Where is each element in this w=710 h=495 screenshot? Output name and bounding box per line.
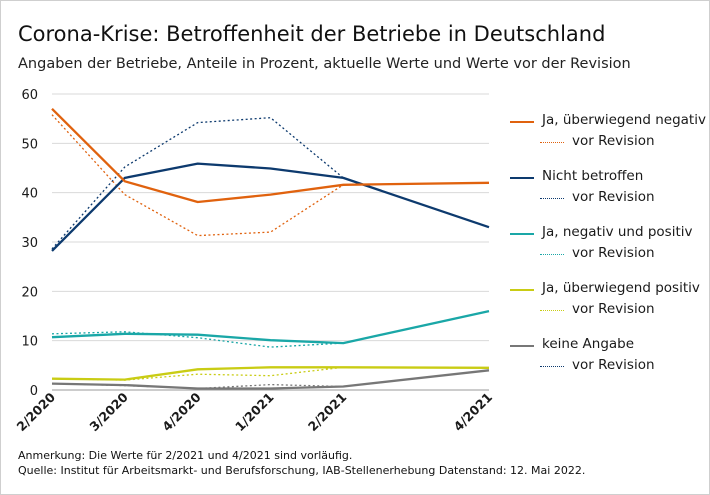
revision-lines xyxy=(51,114,344,390)
legend-revision-swatch xyxy=(540,142,564,143)
y-tick-labels: 0 10 20 30 40 50 60 xyxy=(21,88,38,399)
legend-item: keine Angabe vor Revision xyxy=(510,336,705,392)
y-tick-label: 30 xyxy=(21,236,38,251)
legend-item: Ja, negativ und positiv vor Revision xyxy=(510,224,705,280)
legend-revision-label: vor Revision xyxy=(572,245,655,261)
series-line xyxy=(51,309,490,345)
series-lines xyxy=(51,107,490,390)
chart-title: Corona-Krise: Betroffenheit der Betriebe… xyxy=(18,22,606,46)
legend-label: Ja, negativ und positiv xyxy=(542,224,693,240)
legend-revision-label: vor Revision xyxy=(572,133,655,149)
y-tick-label: 20 xyxy=(21,285,38,300)
x-tick-label: 4/2021 xyxy=(451,390,496,435)
legend-label: Ja, überwiegend negativ xyxy=(542,112,706,128)
legend-item: Ja, überwiegend negativ vor Revision xyxy=(510,112,706,168)
legend-swatch xyxy=(510,289,534,291)
legend-revision-label: vor Revision xyxy=(572,189,655,205)
legend-swatch xyxy=(510,121,534,123)
legend-swatch xyxy=(510,233,534,235)
revision-line xyxy=(51,114,344,237)
footnote-remark: Anmerkung: Die Werte für 2/2021 und 4/20… xyxy=(18,449,353,462)
legend-revision-label: vor Revision xyxy=(572,301,655,317)
legend: Ja, überwiegend negativ vor Revision Nicht… xyxy=(510,112,706,392)
series-line xyxy=(51,107,490,204)
chart-subtitle: Angaben der Betriebe, Anteile in Prozent… xyxy=(18,56,631,72)
x-tick-labels: 2/2020 3/2020 4/2020 1/2021 2/2021 4/2021 xyxy=(14,389,496,434)
revision-line xyxy=(51,117,344,250)
gridlines xyxy=(52,93,489,342)
x-tick-label: 2/2021 xyxy=(305,390,350,435)
legend-label: keine Angabe xyxy=(542,336,635,352)
legend-revision-swatch xyxy=(540,254,564,255)
legend-label: Ja, überwiegend positiv xyxy=(542,280,700,296)
y-tick-label: 40 xyxy=(21,187,38,202)
x-tick-label: 1/2021 xyxy=(232,390,277,435)
series-line xyxy=(51,162,490,252)
x-tick-label: 3/2020 xyxy=(86,389,131,434)
series-line xyxy=(51,366,490,381)
y-tick-label: 0 xyxy=(30,384,38,399)
legend-swatch xyxy=(510,345,534,347)
legend-item: Nicht betroffen vor Revision xyxy=(510,168,705,224)
legend-revision-swatch xyxy=(540,198,564,199)
y-tick-label: 50 xyxy=(21,137,38,152)
legend-label: Nicht betroffen xyxy=(542,168,644,184)
revision-line xyxy=(51,331,344,348)
revision-line xyxy=(51,366,344,381)
legend-revision-label: vor Revision xyxy=(572,357,655,373)
y-tick-label: 10 xyxy=(21,335,38,350)
y-tick-label: 60 xyxy=(21,88,38,103)
legend-revision-swatch xyxy=(540,310,564,311)
footnote-source: Quelle: Institut für Arbeitsmarkt- und B… xyxy=(18,464,586,477)
x-tick-label: 4/2020 xyxy=(159,389,204,434)
legend-item: Ja, überwiegend positiv vor Revision xyxy=(510,280,705,336)
legend-swatch xyxy=(510,177,534,179)
legend-revision-swatch xyxy=(540,366,564,367)
series-line xyxy=(51,369,490,390)
